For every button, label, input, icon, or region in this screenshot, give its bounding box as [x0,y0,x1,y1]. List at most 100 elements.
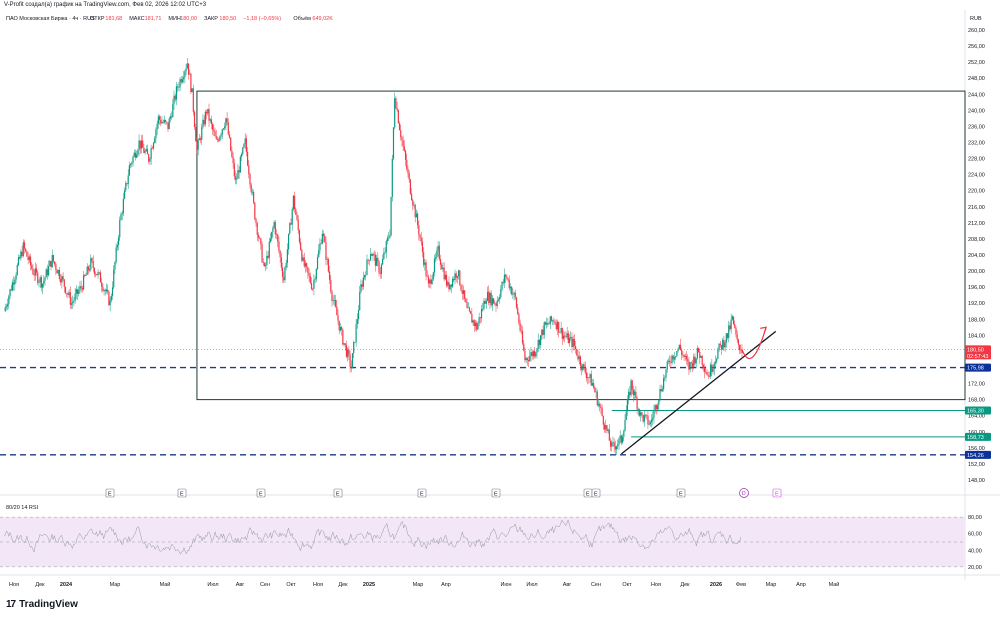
candle [298,228,301,245]
candle [700,355,702,358]
candle [161,116,163,125]
rsi-tick-label: 80,00 [968,515,982,521]
candle [169,113,172,123]
candle [66,292,68,298]
candle [597,398,600,408]
candle [216,136,219,143]
candle [660,384,662,393]
chart-area[interactable]: ПАО Московская Биржа · 4ч · RUS ОТКР 181,… [0,10,1000,590]
candle [234,170,237,185]
candle [503,268,506,289]
candle [284,265,286,284]
rsi-tick-label: 40,00 [968,548,982,554]
candle [145,145,147,152]
candle [437,241,439,257]
candle [245,134,247,157]
time-axis: Ноя Дек 2024 Мар Май Июл Авг Сен Окт Ноя Дек 2025 Ма… [9,581,839,588]
svg-text:E: E [494,492,498,498]
candle [666,359,668,373]
ohlc-label: Объём [293,16,311,22]
candle [687,354,689,367]
candle [309,272,311,285]
ohlc-value: 649,02K [312,16,333,22]
candle [324,233,326,243]
candle [48,260,50,277]
earnings-marker: E [583,488,593,498]
candle [138,134,140,157]
candle [70,297,73,310]
candle [684,353,686,361]
candle [500,285,502,299]
candle [448,276,450,293]
candle [711,358,713,377]
candle [587,372,589,385]
candle [543,321,545,339]
candle [19,255,21,260]
candle [433,254,436,277]
candle [511,285,513,296]
candle [441,262,443,270]
candle [529,349,531,363]
candle [413,201,415,209]
candle [719,340,721,348]
candle [574,341,577,354]
candle [287,233,290,255]
candle [233,158,235,181]
candle [713,361,715,376]
candle [302,254,304,262]
candle [689,362,691,373]
svg-text:D: D [742,491,746,497]
candle [50,260,52,271]
candle [435,252,437,263]
candle [271,231,273,242]
candle [338,320,340,335]
candle [403,140,405,153]
candle [221,128,223,139]
candle [210,115,213,130]
candle [125,180,127,192]
candle [142,134,144,148]
candle [320,239,322,245]
currency-label: RUB [970,16,982,22]
candle [292,195,295,212]
candle [283,271,285,283]
candle [98,271,100,275]
candle [640,410,642,422]
candle [29,253,32,271]
candle [69,286,71,310]
candle [524,347,526,363]
candle [663,374,665,392]
candle [624,414,626,432]
candle [464,290,466,302]
candle [509,283,512,294]
candle [178,82,180,91]
candle [726,333,729,340]
candle [661,385,664,392]
candle [596,389,598,407]
forecast-curve [741,327,767,360]
candle [189,69,191,75]
candle [681,347,683,361]
candle [723,335,725,352]
candle [372,252,374,262]
candle [183,70,185,84]
candle [644,413,647,419]
price-tag: 154,26 [965,450,991,459]
candle [468,306,471,313]
candle [255,217,257,227]
candle [121,210,123,221]
candle [400,124,402,141]
candle [419,233,421,242]
candle [291,207,293,231]
candle [582,363,584,372]
candle [736,330,738,343]
candle [90,254,92,272]
candle [133,149,135,158]
candle [514,289,516,300]
candle [220,132,222,140]
tradingview-brand[interactable]: 17 TradingView [6,599,78,610]
candle [150,144,152,165]
candle [15,272,17,284]
candle [149,157,151,165]
